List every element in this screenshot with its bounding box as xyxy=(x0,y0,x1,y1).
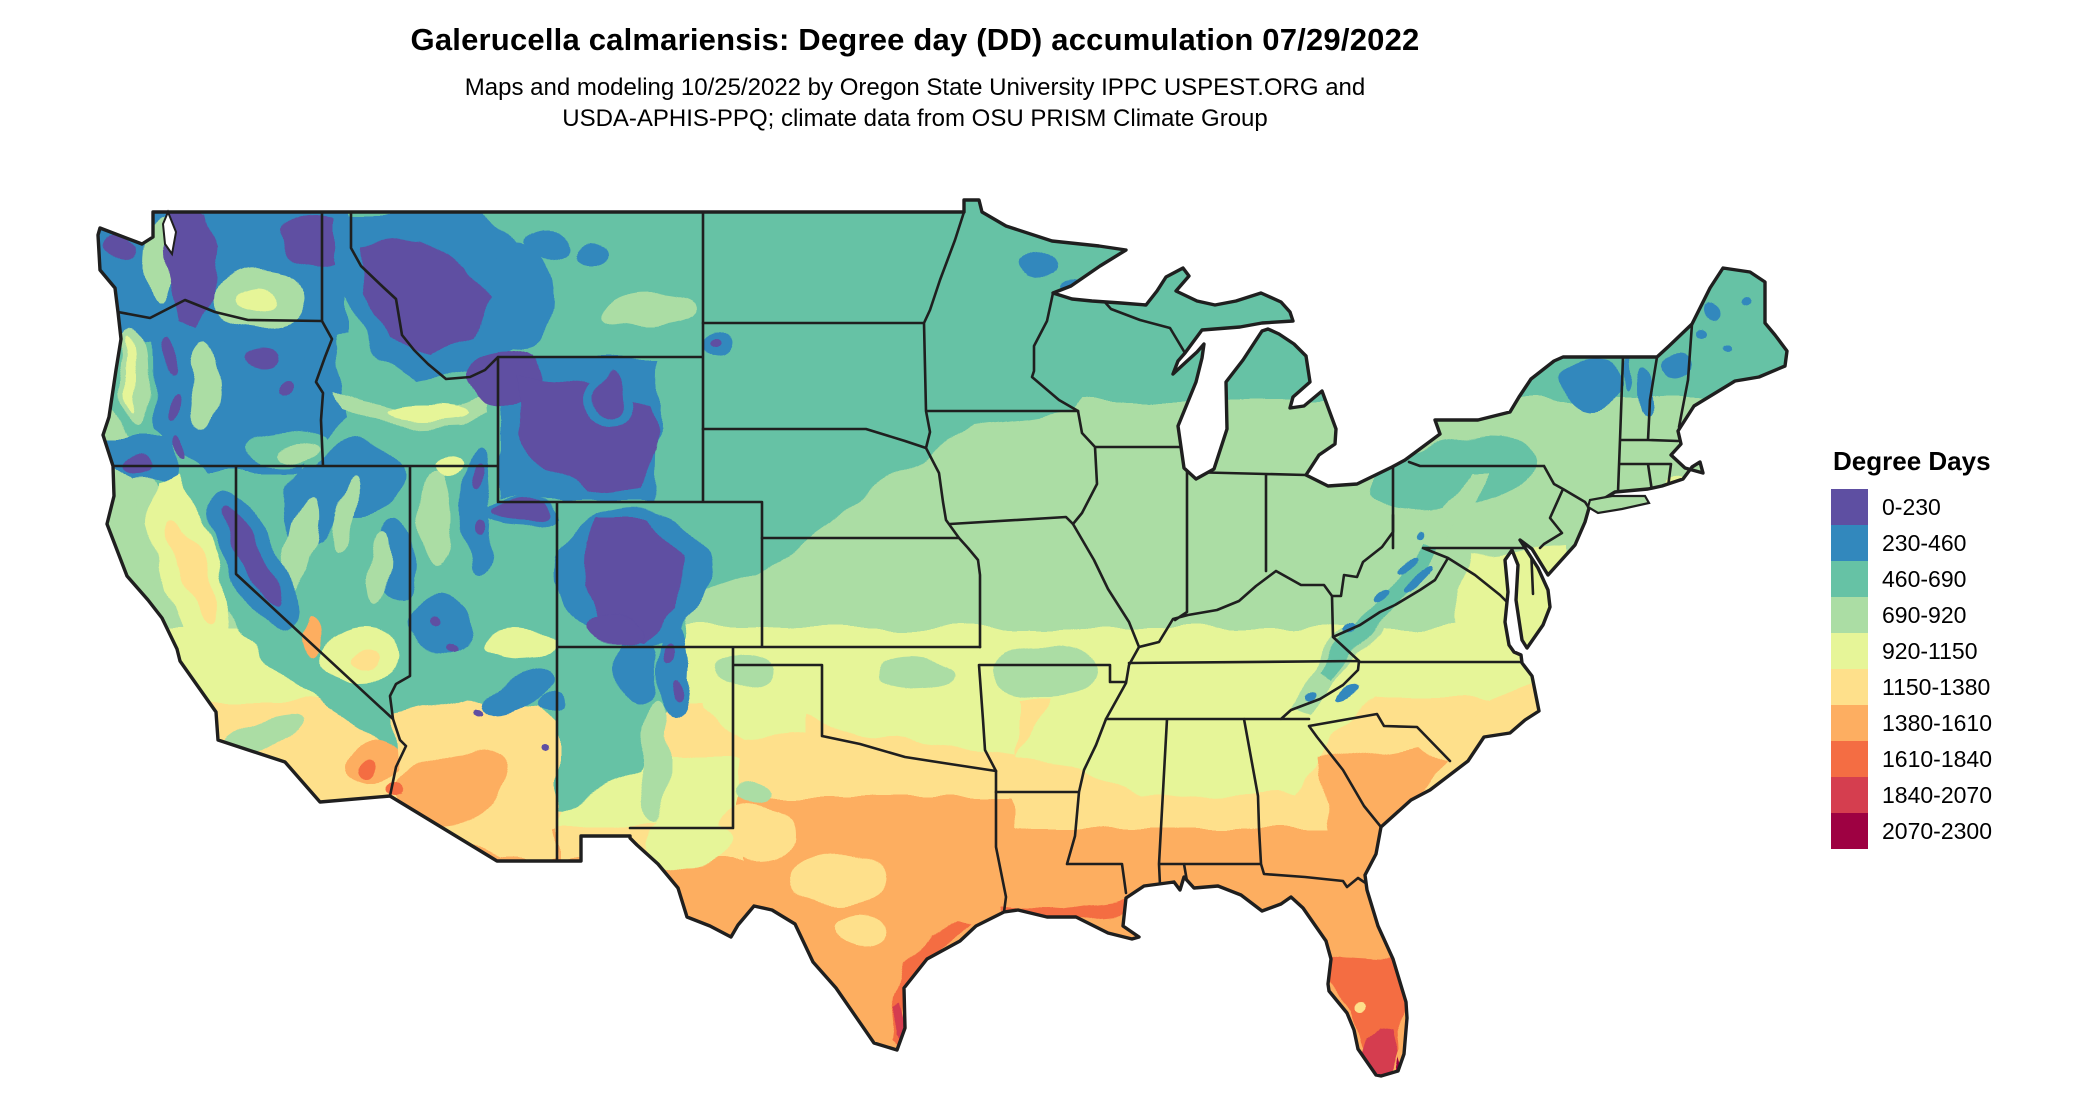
legend-swatch xyxy=(1831,633,1868,669)
legend-swatch xyxy=(1831,741,1868,777)
legend-swatch xyxy=(1831,813,1868,849)
legend-label: 460-690 xyxy=(1882,566,1967,592)
legend-swatch xyxy=(1831,489,1868,525)
legend-item: 2070-2300 xyxy=(1831,813,1992,849)
legend-label: 230-460 xyxy=(1882,530,1967,556)
legend-label: 0-230 xyxy=(1882,494,1941,520)
legend-title: Degree Days xyxy=(1833,446,1991,476)
legend-label: 920-1150 xyxy=(1882,638,1978,664)
legend-swatch xyxy=(1831,669,1868,705)
state-borders-midwest xyxy=(1030,291,1395,649)
state-borders xyxy=(111,210,1694,914)
legend-swatch xyxy=(1831,705,1868,741)
legend-label: 690-920 xyxy=(1882,602,1967,628)
state-borders-south-central xyxy=(977,645,1141,895)
state-borders-southeast xyxy=(1104,659,1531,889)
state-borders-west xyxy=(111,210,1008,914)
legend-swatch xyxy=(1831,561,1868,597)
state-borders-plains xyxy=(701,210,1080,649)
legend-item: 920-1150 xyxy=(1831,633,1992,669)
legend-label: 2070-2300 xyxy=(1882,818,1992,844)
puget-sound-inlet xyxy=(161,209,178,257)
legend-item: 1840-2070 xyxy=(1831,777,1992,813)
legend: Degree Days 0-230 230-460 460-690 690-92… xyxy=(1831,446,1992,849)
legend-label: 1380-1610 xyxy=(1882,710,1992,736)
legend-item: 460-690 xyxy=(1831,561,1992,597)
legend-label: 1610-1840 xyxy=(1882,746,1992,772)
state-borders-new-england xyxy=(1616,322,1694,494)
legend-swatch xyxy=(1831,525,1868,561)
legend-item: 230-460 xyxy=(1831,525,1992,561)
legend-item: 1610-1840 xyxy=(1831,741,1992,777)
header: Galerucella calmariensis: Degree day (DD… xyxy=(0,22,1830,134)
state-borders-east xyxy=(1330,450,1591,663)
legend-item: 1380-1610 xyxy=(1831,705,1992,741)
page-title: Galerucella calmariensis: Degree day (DD… xyxy=(410,22,1420,57)
page-subtitle-line2: USDA-APHIS-PPQ; climate data from OSU PR… xyxy=(562,105,1268,132)
legend-item: 1150-1380 xyxy=(1831,669,1992,705)
page-subtitle-line1: Maps and modeling 10/25/2022 by Oregon S… xyxy=(464,74,1366,101)
legend-item: 0-230 xyxy=(1831,489,1992,525)
raster-layer xyxy=(98,200,1787,1076)
long-island xyxy=(1586,494,1651,515)
legend-label: 1840-2070 xyxy=(1882,782,1992,808)
us-outline xyxy=(96,198,1789,1078)
legend-swatch xyxy=(1831,777,1868,813)
legend-item: 690-920 xyxy=(1831,597,1992,633)
legend-label: 1150-1380 xyxy=(1882,674,1991,700)
legend-swatch xyxy=(1831,597,1868,633)
